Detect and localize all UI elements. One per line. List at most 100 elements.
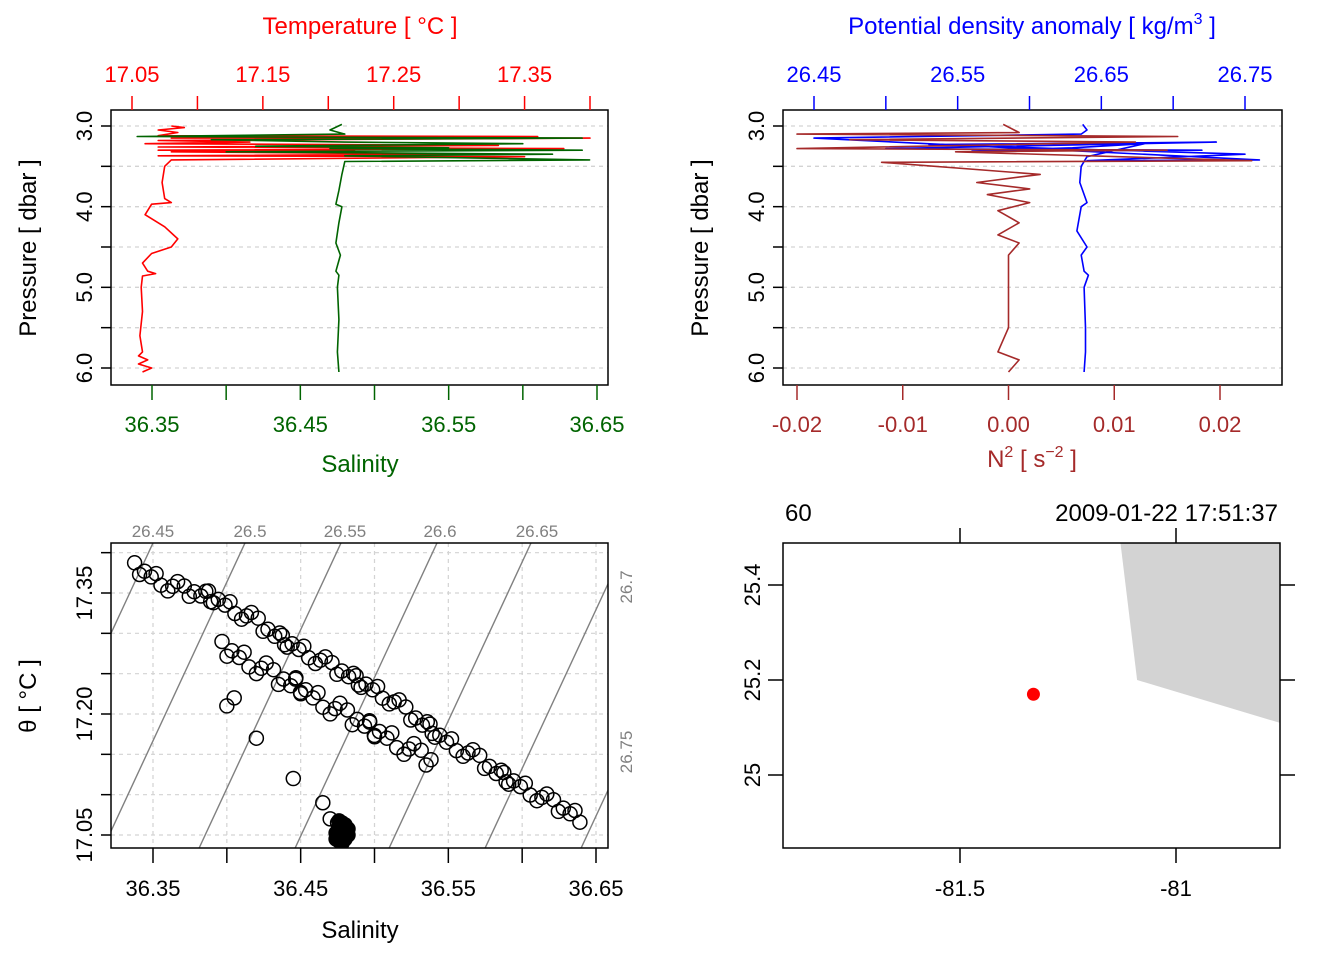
p3-isopycnal-line (388, 543, 532, 848)
p2-top-title-end: ] (1203, 13, 1216, 40)
p3-data-point (226, 690, 242, 706)
p3-data-point (512, 778, 529, 795)
p3-data-point (217, 597, 233, 613)
p3-data-point (414, 717, 431, 733)
p3-data-point (219, 648, 235, 664)
p3-data-point (305, 690, 321, 706)
p2-grid (783, 125, 1282, 369)
p1-series (136, 123, 591, 373)
p2-bottom-tick-label: 0.00 (987, 412, 1030, 437)
p3-isopycnal-line (294, 543, 438, 848)
p3-isopycnal-right-label: 26.7 (617, 570, 636, 603)
p2-bottom-axis-title: N2 [ s−2 ] (987, 444, 1077, 473)
p3-data-point (288, 670, 304, 686)
p1-top-tick-label: 17.25 (366, 62, 421, 87)
p4-y-tick-label: 25.2 (740, 659, 765, 702)
p4-title-right: 2009-01-22 17:51:37 (1055, 500, 1278, 527)
p1-bottom-tick-label: 36.65 (569, 412, 624, 437)
p2-bottom-title-main: N (987, 446, 1004, 473)
p2-series (796, 123, 1261, 373)
p3-data-point (327, 700, 343, 717)
p2-bottom-tick-label: -0.02 (772, 412, 822, 437)
p3-isopycnal-top-label: 26.55 (324, 522, 367, 541)
p3-y-axis-title: θ [ °C ] (15, 659, 42, 733)
p3-data-point (572, 814, 588, 830)
p1-top-tick-label: 17.35 (497, 62, 552, 87)
p3-x-axis-title: Salinity (321, 917, 398, 944)
p1-bottom-tick-label: 36.55 (421, 412, 476, 437)
p3-plot-box (110, 542, 609, 849)
p3-data-point (424, 725, 440, 742)
p2-bottom-title-sup1: 2 (1004, 444, 1013, 461)
p3-isopycnal-top-label: 26.65 (516, 522, 559, 541)
p3-data-point (350, 677, 367, 693)
p3-data-point (164, 578, 181, 595)
p2-bottom-tick-label: -0.01 (878, 412, 928, 437)
p3-data-point (534, 789, 550, 806)
p3-isopycnal-line (111, 543, 154, 635)
p3-y-tick-label: 17.35 (72, 565, 97, 620)
p3-data-point (285, 770, 302, 787)
p4-title-left: 60 (785, 500, 812, 527)
p3-x-tick-label: 36.55 (421, 876, 476, 901)
p2-axes: 3.0 4.0 5.0 6.0 26.45 26.55 26.65 26.75 -0.02 -0.… (744, 62, 1273, 437)
panel-temperature-salinity-profile: 3.0 4.0 5.0 6.0 17.05 17.15 17.25 17.35 36.35 36.… (15, 13, 625, 478)
p3-data-point (291, 641, 307, 658)
p3-data-point (364, 682, 381, 698)
p4-y-tick-label: 25.4 (740, 564, 765, 607)
panel-station-map: -81.5 -81 25 25.2 25.4 60 2009-01-22 17:51:3… (740, 500, 1295, 901)
p3-points (126, 555, 588, 848)
p1-bottom-tick-label: 36.45 (273, 412, 328, 437)
p3-data-point (181, 588, 198, 605)
p4-x-tick-label: -81.5 (935, 876, 985, 901)
p3-data-point (361, 714, 378, 730)
p3-data-point (401, 741, 417, 757)
p1-bottom-tick-label: 36.35 (124, 412, 179, 437)
p3-isopycnal-line (484, 582, 608, 848)
p3-data-point (379, 730, 395, 746)
p3-data-point (266, 628, 283, 645)
p3-isopycnal-top-label: 26.45 (132, 522, 175, 541)
p3-data-point (231, 649, 247, 666)
p1-y-axis-title: Pressure [ dbar ] (15, 159, 42, 336)
p3-data-point (329, 666, 345, 683)
p1-top-axis-title: Temperature [ °C ] (263, 13, 458, 40)
p3-data-point (248, 665, 265, 682)
p4-plot-box (782, 542, 1281, 849)
p3-y-tick-label: 17.20 (72, 686, 97, 741)
p2-y-tick-label: 5.0 (744, 272, 769, 303)
p3-isopycnal-top-label: 26.6 (423, 522, 456, 541)
p1-y-tick-label: 3.0 (72, 111, 97, 142)
p1-series-salinity (136, 123, 591, 373)
p4-x-tick-label: -81 (1160, 876, 1192, 901)
p2-top-axis-title: Potential density anomaly [ kg/m3 ] (848, 11, 1216, 40)
p3-x-tick-label: 36.65 (568, 876, 623, 901)
p2-top-tick-label: 26.55 (930, 62, 985, 87)
panel-density-n2-profile: 3.0 4.0 5.0 6.0 26.45 26.55 26.65 26.75 -0.02 -0.… (687, 11, 1283, 473)
p3-data-point (344, 716, 361, 733)
p3-data-point (398, 699, 414, 715)
p2-bottom-tick-label: 0.01 (1093, 412, 1136, 437)
p1-bottom-axis-title: Salinity (321, 451, 398, 478)
p3-data-point (279, 639, 295, 655)
p2-bottom-tick-label: 0.02 (1199, 412, 1242, 437)
p4-land (1120, 543, 1280, 723)
p3-data-point (334, 835, 350, 848)
p3-data-point (214, 633, 230, 650)
p3-data-point (500, 776, 517, 792)
p1-series-temperature (137, 125, 591, 373)
p2-bottom-title-end: ] (1064, 446, 1077, 473)
p3-data-point (310, 684, 326, 701)
p2-top-tick-label: 26.75 (1217, 62, 1272, 87)
p3-data-point (366, 729, 383, 745)
p2-top-title-main: Potential density anomaly [ kg/m (848, 13, 1194, 40)
p3-data-point (340, 668, 357, 685)
p3-data-point (438, 734, 455, 750)
p3-data-point (276, 636, 293, 653)
p1-axes: 3.0 4.0 5.0 6.0 17.05 17.15 17.25 17.35 36.35 36.… (72, 62, 625, 437)
p3-isopycnal-right-label: 26.75 (617, 731, 636, 774)
p3-data-point (498, 774, 514, 790)
p1-top-tick-label: 17.05 (104, 62, 159, 87)
p1-y-tick-label: 4.0 (72, 191, 97, 222)
p2-top-title-sup: 3 (1194, 11, 1203, 28)
